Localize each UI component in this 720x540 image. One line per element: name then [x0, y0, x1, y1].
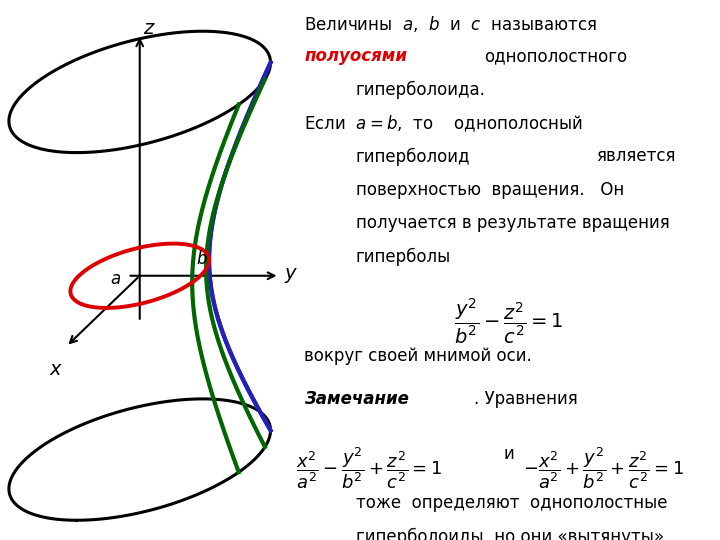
Text: $b$: $b$	[196, 250, 207, 268]
Text: $y$: $y$	[284, 266, 298, 285]
Text: $\dfrac{x^2}{a^2} - \dfrac{y^2}{b^2} + \dfrac{z^2}{c^2} = 1$: $\dfrac{x^2}{a^2} - \dfrac{y^2}{b^2} + \…	[296, 446, 442, 491]
Text: $a$: $a$	[109, 270, 121, 288]
Text: полуосями: полуосями	[305, 47, 408, 65]
Text: Замечание: Замечание	[305, 390, 410, 408]
Text: вокруг своей мнимой оси.: вокруг своей мнимой оси.	[305, 347, 532, 364]
Text: гиперболоид: гиперболоид	[356, 147, 470, 166]
Text: Если  $a=b$,  то    однополосный: Если $a=b$, то однополосный	[305, 114, 583, 134]
Text: получается в результате вращения: получается в результате вращения	[356, 214, 670, 232]
Text: $\dfrac{y^2}{b^2} - \dfrac{z^2}{c^2} = 1$: $\dfrac{y^2}{b^2} - \dfrac{z^2}{c^2} = 1…	[454, 296, 564, 346]
Text: гиперболоиды, но они «вытянуты»: гиперболоиды, но они «вытянуты»	[356, 528, 664, 540]
Text: поверхностью  вращения.   Он: поверхностью вращения. Он	[356, 181, 624, 199]
Text: Величины  $a$,  $b$  и  $c$  называются: Величины $a$, $b$ и $c$ называются	[305, 14, 598, 33]
Text: $-\dfrac{x^2}{a^2} + \dfrac{y^2}{b^2} + \dfrac{z^2}{c^2} = 1$: $-\dfrac{x^2}{a^2} + \dfrac{y^2}{b^2} + …	[523, 446, 684, 491]
Text: $z$: $z$	[143, 19, 156, 38]
Text: гиперболы: гиперболы	[356, 248, 451, 266]
Text: гиперболоида.: гиперболоида.	[356, 80, 486, 99]
Text: . Уравнения: . Уравнения	[474, 390, 577, 408]
Text: тоже  определяют  однополостные: тоже определяют однополостные	[356, 494, 667, 512]
Text: и: и	[504, 446, 514, 463]
Text: $x$: $x$	[49, 360, 63, 379]
Text: однополостного: однополостного	[485, 47, 628, 65]
Text: является: является	[595, 147, 675, 165]
